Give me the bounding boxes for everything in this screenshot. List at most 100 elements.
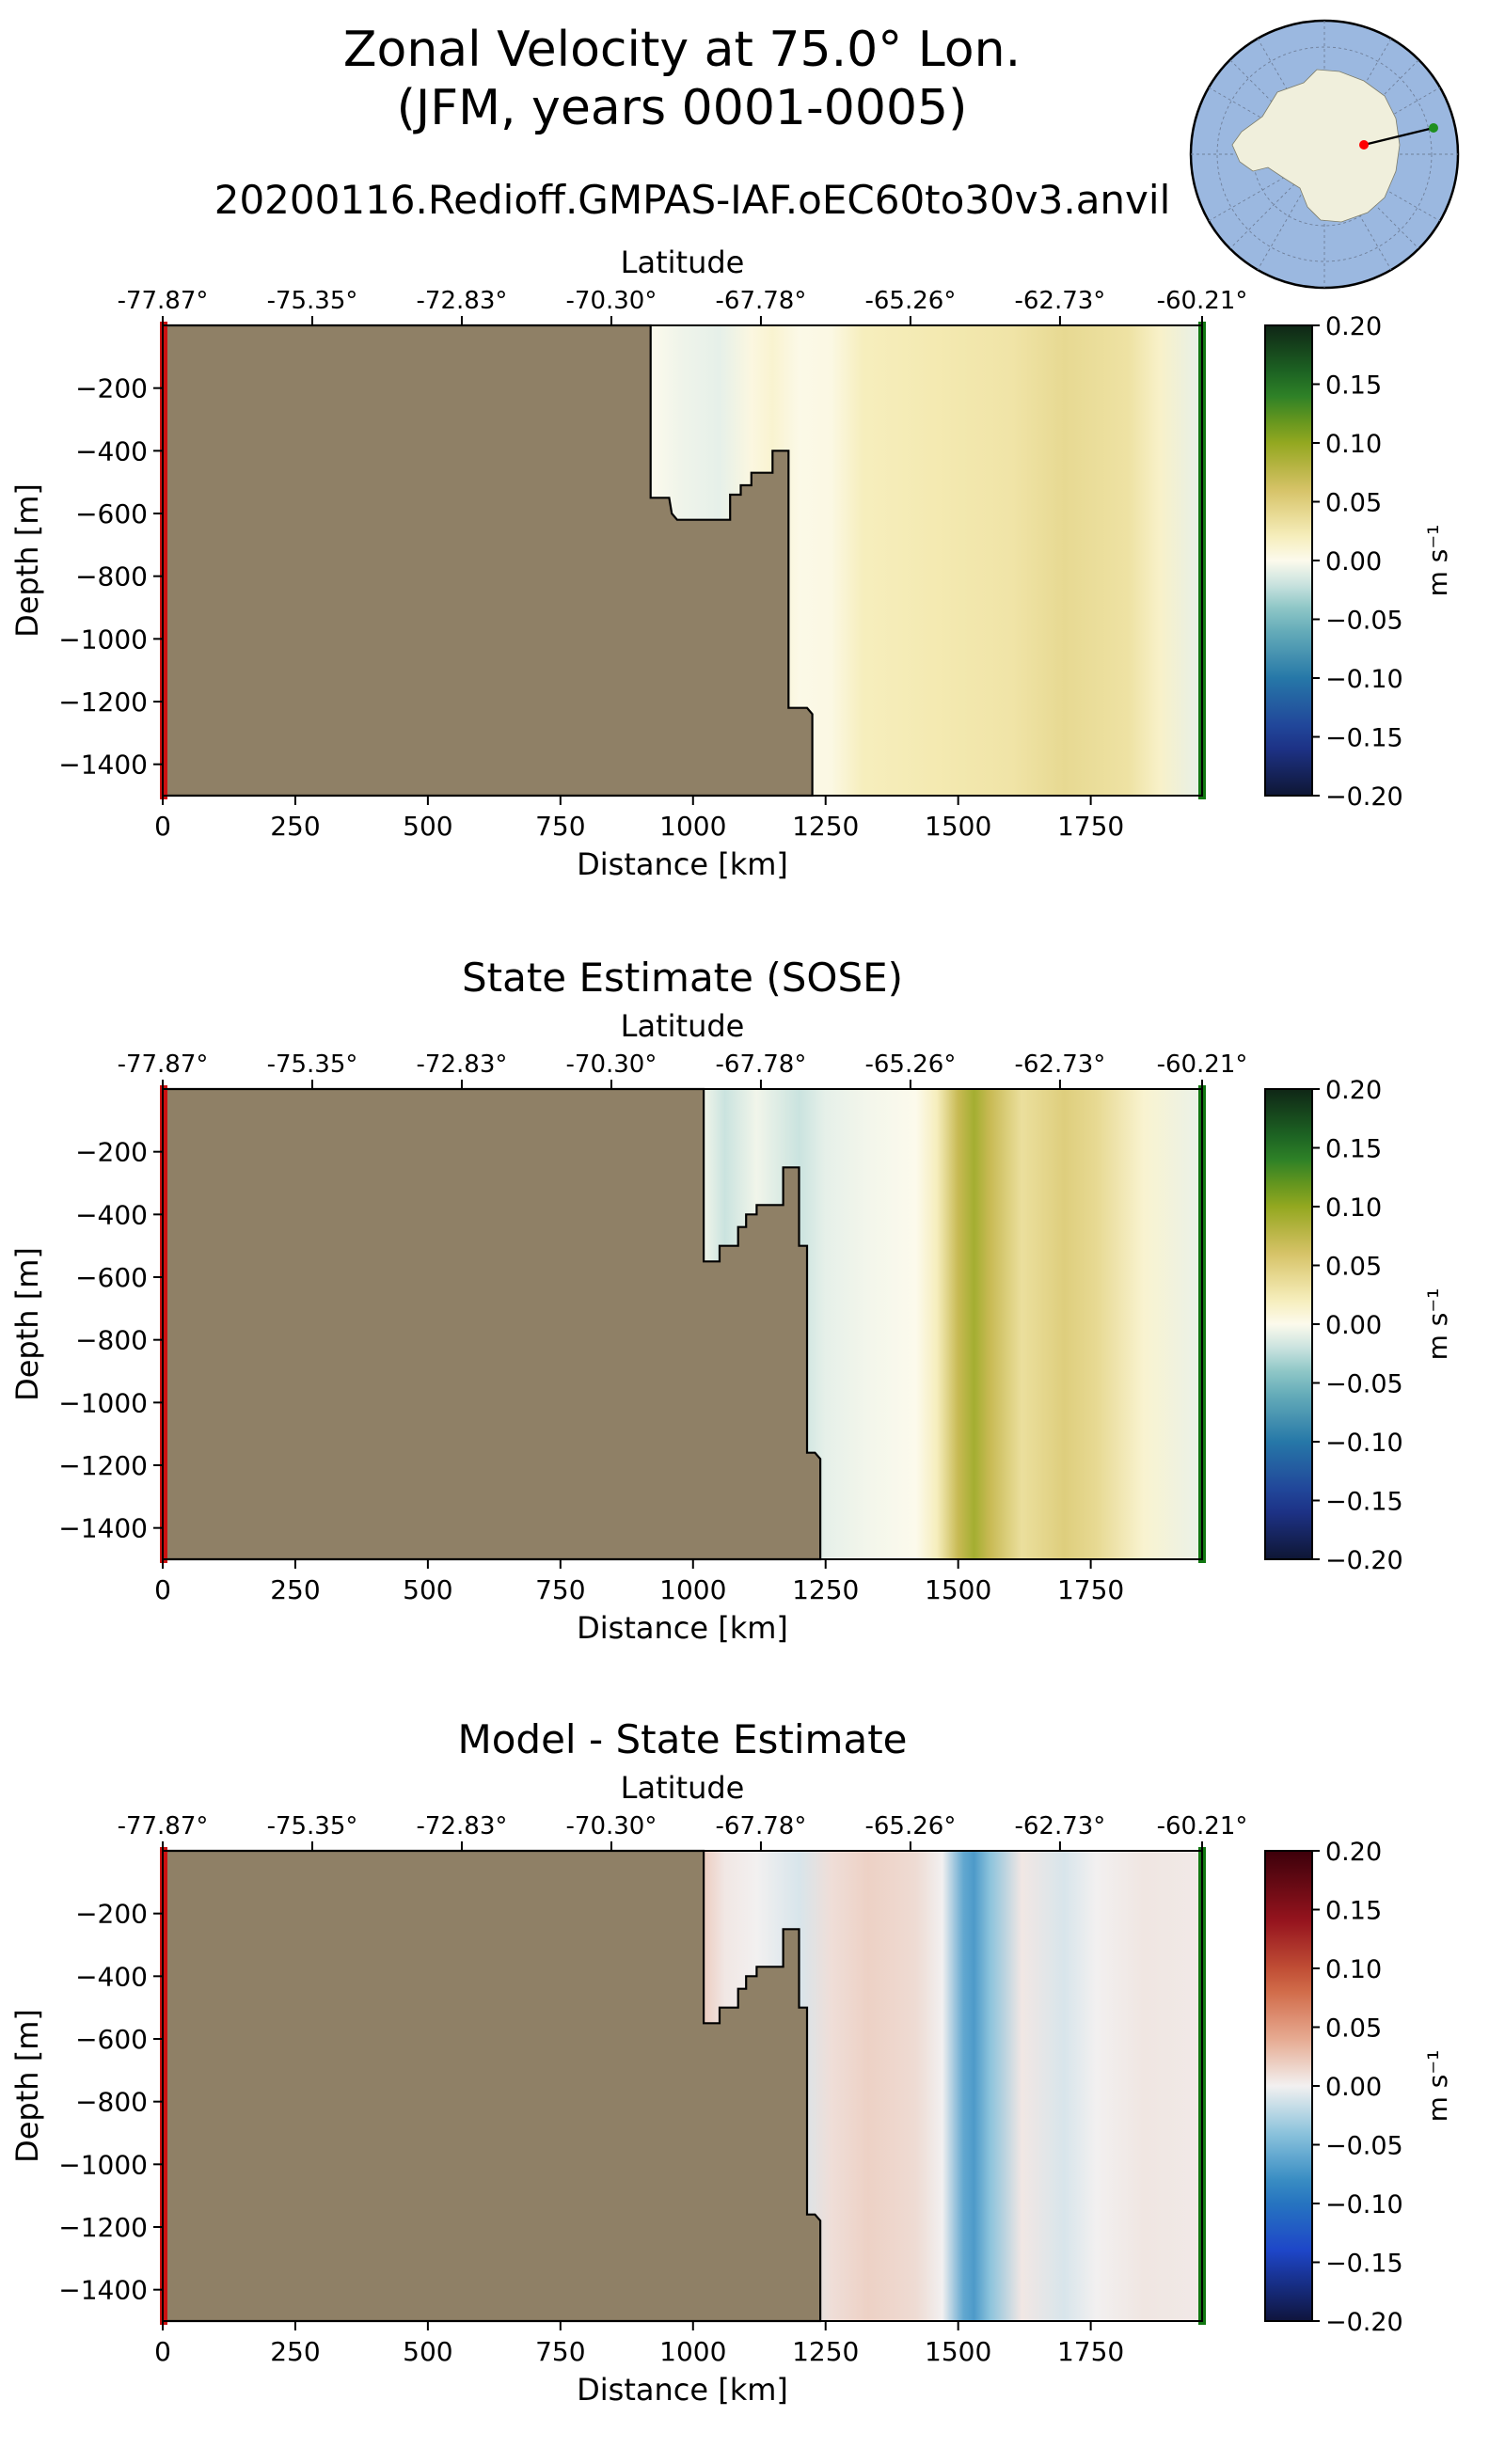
x-tick-label: 250 [270, 1574, 320, 1605]
colorbar [1264, 1850, 1313, 2322]
y-tick-label: −800 [75, 1325, 148, 1356]
colorbar-tick-label: 0.05 [1325, 489, 1382, 518]
transect-end-dot [1429, 123, 1438, 133]
x-axis-label: Distance [km] [577, 2372, 788, 2408]
lat-tick-label: -77.87° [118, 1812, 209, 1840]
x-tick-label: 500 [403, 811, 452, 842]
colorbar-tick-label: 0.10 [1325, 1955, 1382, 1984]
transect-start-dot [1359, 140, 1369, 150]
antarctica-landmass [1231, 69, 1401, 223]
colorbar-tick-label: −0.15 [1325, 724, 1403, 753]
lat-tick-label: -75.35° [267, 1812, 358, 1840]
lat-tick-label: -77.87° [118, 1050, 209, 1079]
colorbar-tick-label: −0.20 [1325, 782, 1403, 812]
colorbar-tick-label: −0.20 [1325, 1546, 1403, 1575]
x-tick-label: 1500 [925, 811, 991, 842]
lat-tick-label: -60.21° [1157, 1050, 1248, 1079]
y-tick-label: −1000 [58, 1387, 148, 1418]
panel-model: 0 250 500 750 1000 1250 1500 1750 Distance [km] -… [9, 245, 1453, 882]
colorbar-tick-label: 0.10 [1325, 430, 1382, 459]
lat-tick-label: -62.73° [1014, 1812, 1105, 1840]
panel-difference: Model - State Estimate 0 250 500 750 1000 1250… [9, 1716, 1453, 2408]
lat-tick-label: -70.30° [566, 1812, 657, 1840]
y-tick-label: −1400 [58, 1513, 148, 1544]
x-tick-label: 0 [154, 811, 171, 842]
figure-title-line2: (JFM, years 0001-0005) [396, 80, 968, 136]
colorbar-tick-label: 0.00 [1325, 547, 1382, 577]
y-tick-label: −1000 [58, 2149, 148, 2180]
bathymetry-land [161, 1849, 822, 2323]
x-tick-label: 0 [154, 2336, 171, 2367]
colorbar-tick-label: −0.05 [1325, 607, 1403, 636]
colorbar-label: m s⁻¹ [1422, 525, 1453, 597]
lat-tick-label: -62.73° [1014, 1050, 1105, 1079]
colorbar-tick-label: 0.20 [1325, 1076, 1382, 1105]
colorbar-label: m s⁻¹ [1422, 2050, 1453, 2123]
colorbar-tick-label: −0.20 [1325, 2308, 1403, 2337]
y-tick-label: −200 [75, 373, 148, 404]
y-tick-label: −1400 [58, 2275, 148, 2306]
panel-title: Model - State Estimate [458, 1716, 908, 1762]
inset-location-map [1189, 19, 1460, 290]
colorbar [1264, 1088, 1313, 1560]
x-axis-label: Distance [km] [577, 846, 788, 882]
colorbar-tick-label: 0.20 [1325, 312, 1382, 341]
colorbar-label: m s⁻¹ [1422, 1288, 1453, 1361]
top-axis-label: Latitude [621, 1770, 745, 1806]
colorbar-tick-label: 0.05 [1325, 1253, 1382, 1282]
x-tick-label: 1000 [659, 1574, 726, 1605]
y-tick-label: −800 [75, 561, 148, 592]
lat-tick-label: -70.30° [566, 287, 657, 315]
x-tick-label: 0 [154, 1574, 171, 1605]
colorbar-tick-label: −0.05 [1325, 1370, 1403, 1399]
y-tick-label: −1400 [58, 750, 148, 781]
lat-tick-label: -75.35° [267, 1050, 358, 1079]
lat-tick-label: -72.83° [417, 1812, 508, 1840]
x-axis-label: Distance [km] [577, 1610, 788, 1646]
x-tick-label: 500 [403, 1574, 452, 1605]
panel-sose: State Estimate (SOSE) 0 250 500 750 1000 1250 1… [9, 955, 1453, 1646]
axes-frame [162, 324, 1203, 797]
colorbar-tick-label: 0.15 [1325, 1135, 1382, 1164]
colorbar-tick-label: 0.15 [1325, 1897, 1382, 1926]
x-tick-label: 750 [535, 2336, 585, 2367]
y-tick-label: −1200 [58, 1450, 148, 1481]
y-tick-label: −200 [75, 1899, 148, 1930]
y-axis-label: Depth [m] [9, 1247, 45, 1401]
x-tick-label: 1750 [1057, 1574, 1124, 1605]
y-tick-label: −200 [75, 1137, 148, 1168]
y-axis-label: Depth [m] [9, 2009, 45, 2163]
lat-tick-label: -72.83° [417, 287, 508, 315]
x-tick-label: 250 [270, 2336, 320, 2367]
x-tick-label: 1000 [659, 811, 726, 842]
x-tick-label: 1750 [1057, 811, 1124, 842]
lat-tick-label: -65.26° [865, 1050, 957, 1079]
colorbar [1264, 324, 1313, 797]
lat-tick-label: -70.30° [566, 1050, 657, 1079]
y-tick-label: −400 [75, 1199, 148, 1230]
figure-subtitle: 20200116.Redioff.GMPAS-IAF.oEC60to30v3.a… [214, 177, 1171, 223]
lat-tick-label: -60.21° [1157, 1812, 1248, 1840]
lat-tick-label: -67.78° [716, 1050, 807, 1079]
bathymetry-land [161, 1087, 822, 1561]
x-tick-label: 1500 [925, 1574, 991, 1605]
bathymetry-land [161, 324, 814, 798]
lat-tick-label: -60.21° [1157, 287, 1248, 315]
top-axis-label: Latitude [621, 1008, 745, 1044]
y-tick-label: −600 [75, 2024, 148, 2055]
x-tick-label: 1000 [659, 2336, 726, 2367]
lat-tick-label: -77.87° [118, 287, 209, 315]
x-tick-label: 1750 [1057, 2336, 1124, 2367]
lat-tick-label: -67.78° [716, 1812, 807, 1840]
colorbar-tick-label: −0.15 [1325, 2250, 1403, 2279]
y-tick-label: −600 [75, 498, 148, 529]
y-tick-label: −800 [75, 2087, 148, 2118]
figure-title-line1: Zonal Velocity at 75.0° Lon. [342, 22, 1022, 78]
y-tick-label: −600 [75, 1262, 148, 1293]
x-tick-label: 750 [535, 1574, 585, 1605]
x-tick-label: 750 [535, 811, 585, 842]
x-tick-label: 1250 [792, 1574, 859, 1605]
colorbar-tick-label: 0.15 [1325, 371, 1382, 401]
x-tick-label: 1250 [792, 811, 859, 842]
axes-frame [162, 1088, 1203, 1560]
